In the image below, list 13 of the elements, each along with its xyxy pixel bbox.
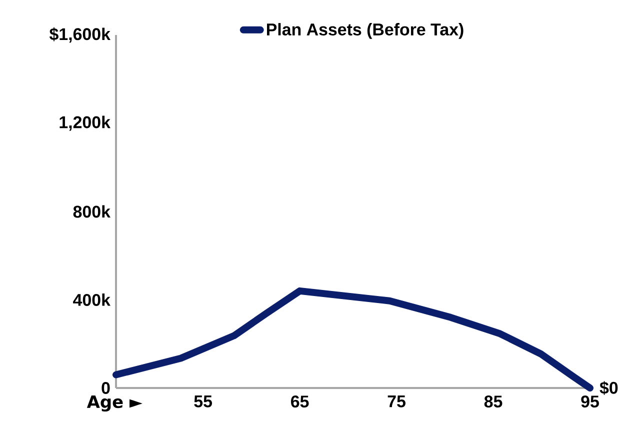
- x-tick-label: 55: [194, 396, 212, 408]
- legend-label: Plan Assets (Before Tax): [267, 23, 464, 39]
- y-tick-label: $1,600k: [49, 27, 110, 43]
- y-tick-label: 0: [102, 382, 110, 394]
- x-axis-title: Age ►: [86, 396, 142, 412]
- y-tick-label: 400k: [73, 294, 110, 306]
- x-tick-label: 65: [291, 396, 309, 408]
- x-tick-label: 95: [581, 396, 599, 408]
- y-tick-label: 1,200k: [60, 116, 110, 131]
- x-tick-label: 75: [388, 396, 406, 408]
- x-tick-label: 85: [484, 396, 502, 408]
- annotation: $0: [600, 381, 618, 395]
- y-tick-label: 800k: [73, 205, 110, 218]
